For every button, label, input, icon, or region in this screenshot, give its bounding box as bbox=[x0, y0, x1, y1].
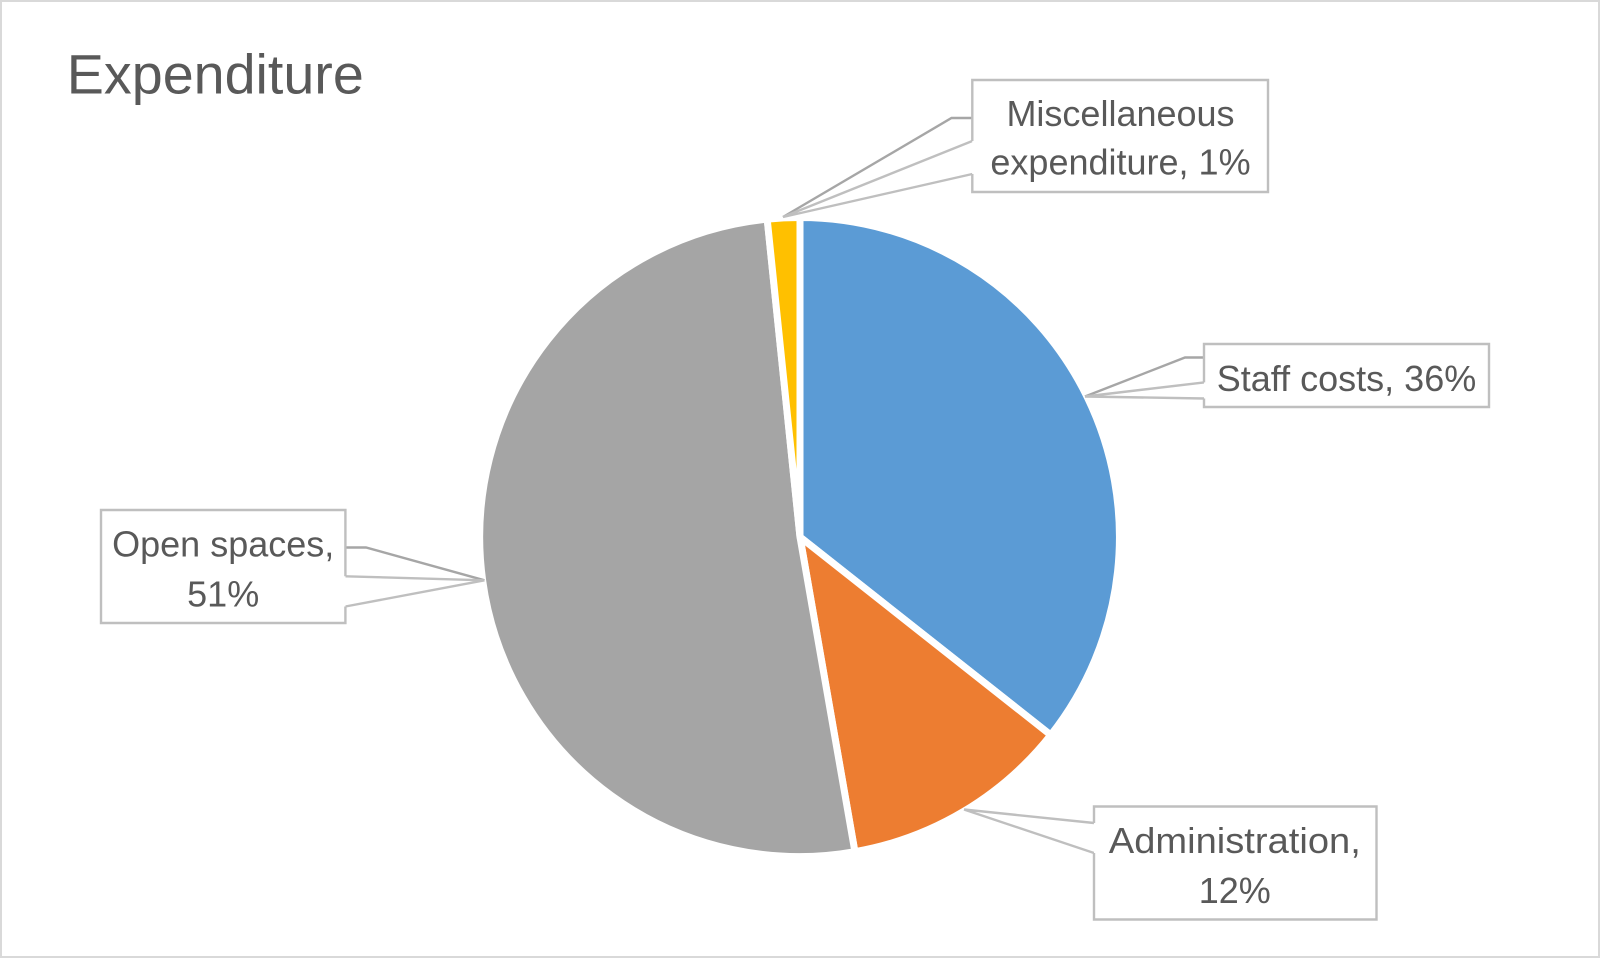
svg-text:Miscellaneous: Miscellaneous bbox=[1006, 93, 1234, 134]
svg-text:12%: 12% bbox=[1199, 870, 1271, 911]
svg-text:51%: 51% bbox=[187, 574, 259, 615]
svg-text:expenditure, 1%: expenditure, 1% bbox=[990, 142, 1250, 183]
svg-text:Administration,: Administration, bbox=[1109, 820, 1361, 861]
svg-text:Expenditure: Expenditure bbox=[67, 43, 364, 106]
svg-text:Staff costs, 36%: Staff costs, 36% bbox=[1217, 358, 1476, 399]
svg-text:Open spaces,: Open spaces, bbox=[112, 524, 334, 565]
